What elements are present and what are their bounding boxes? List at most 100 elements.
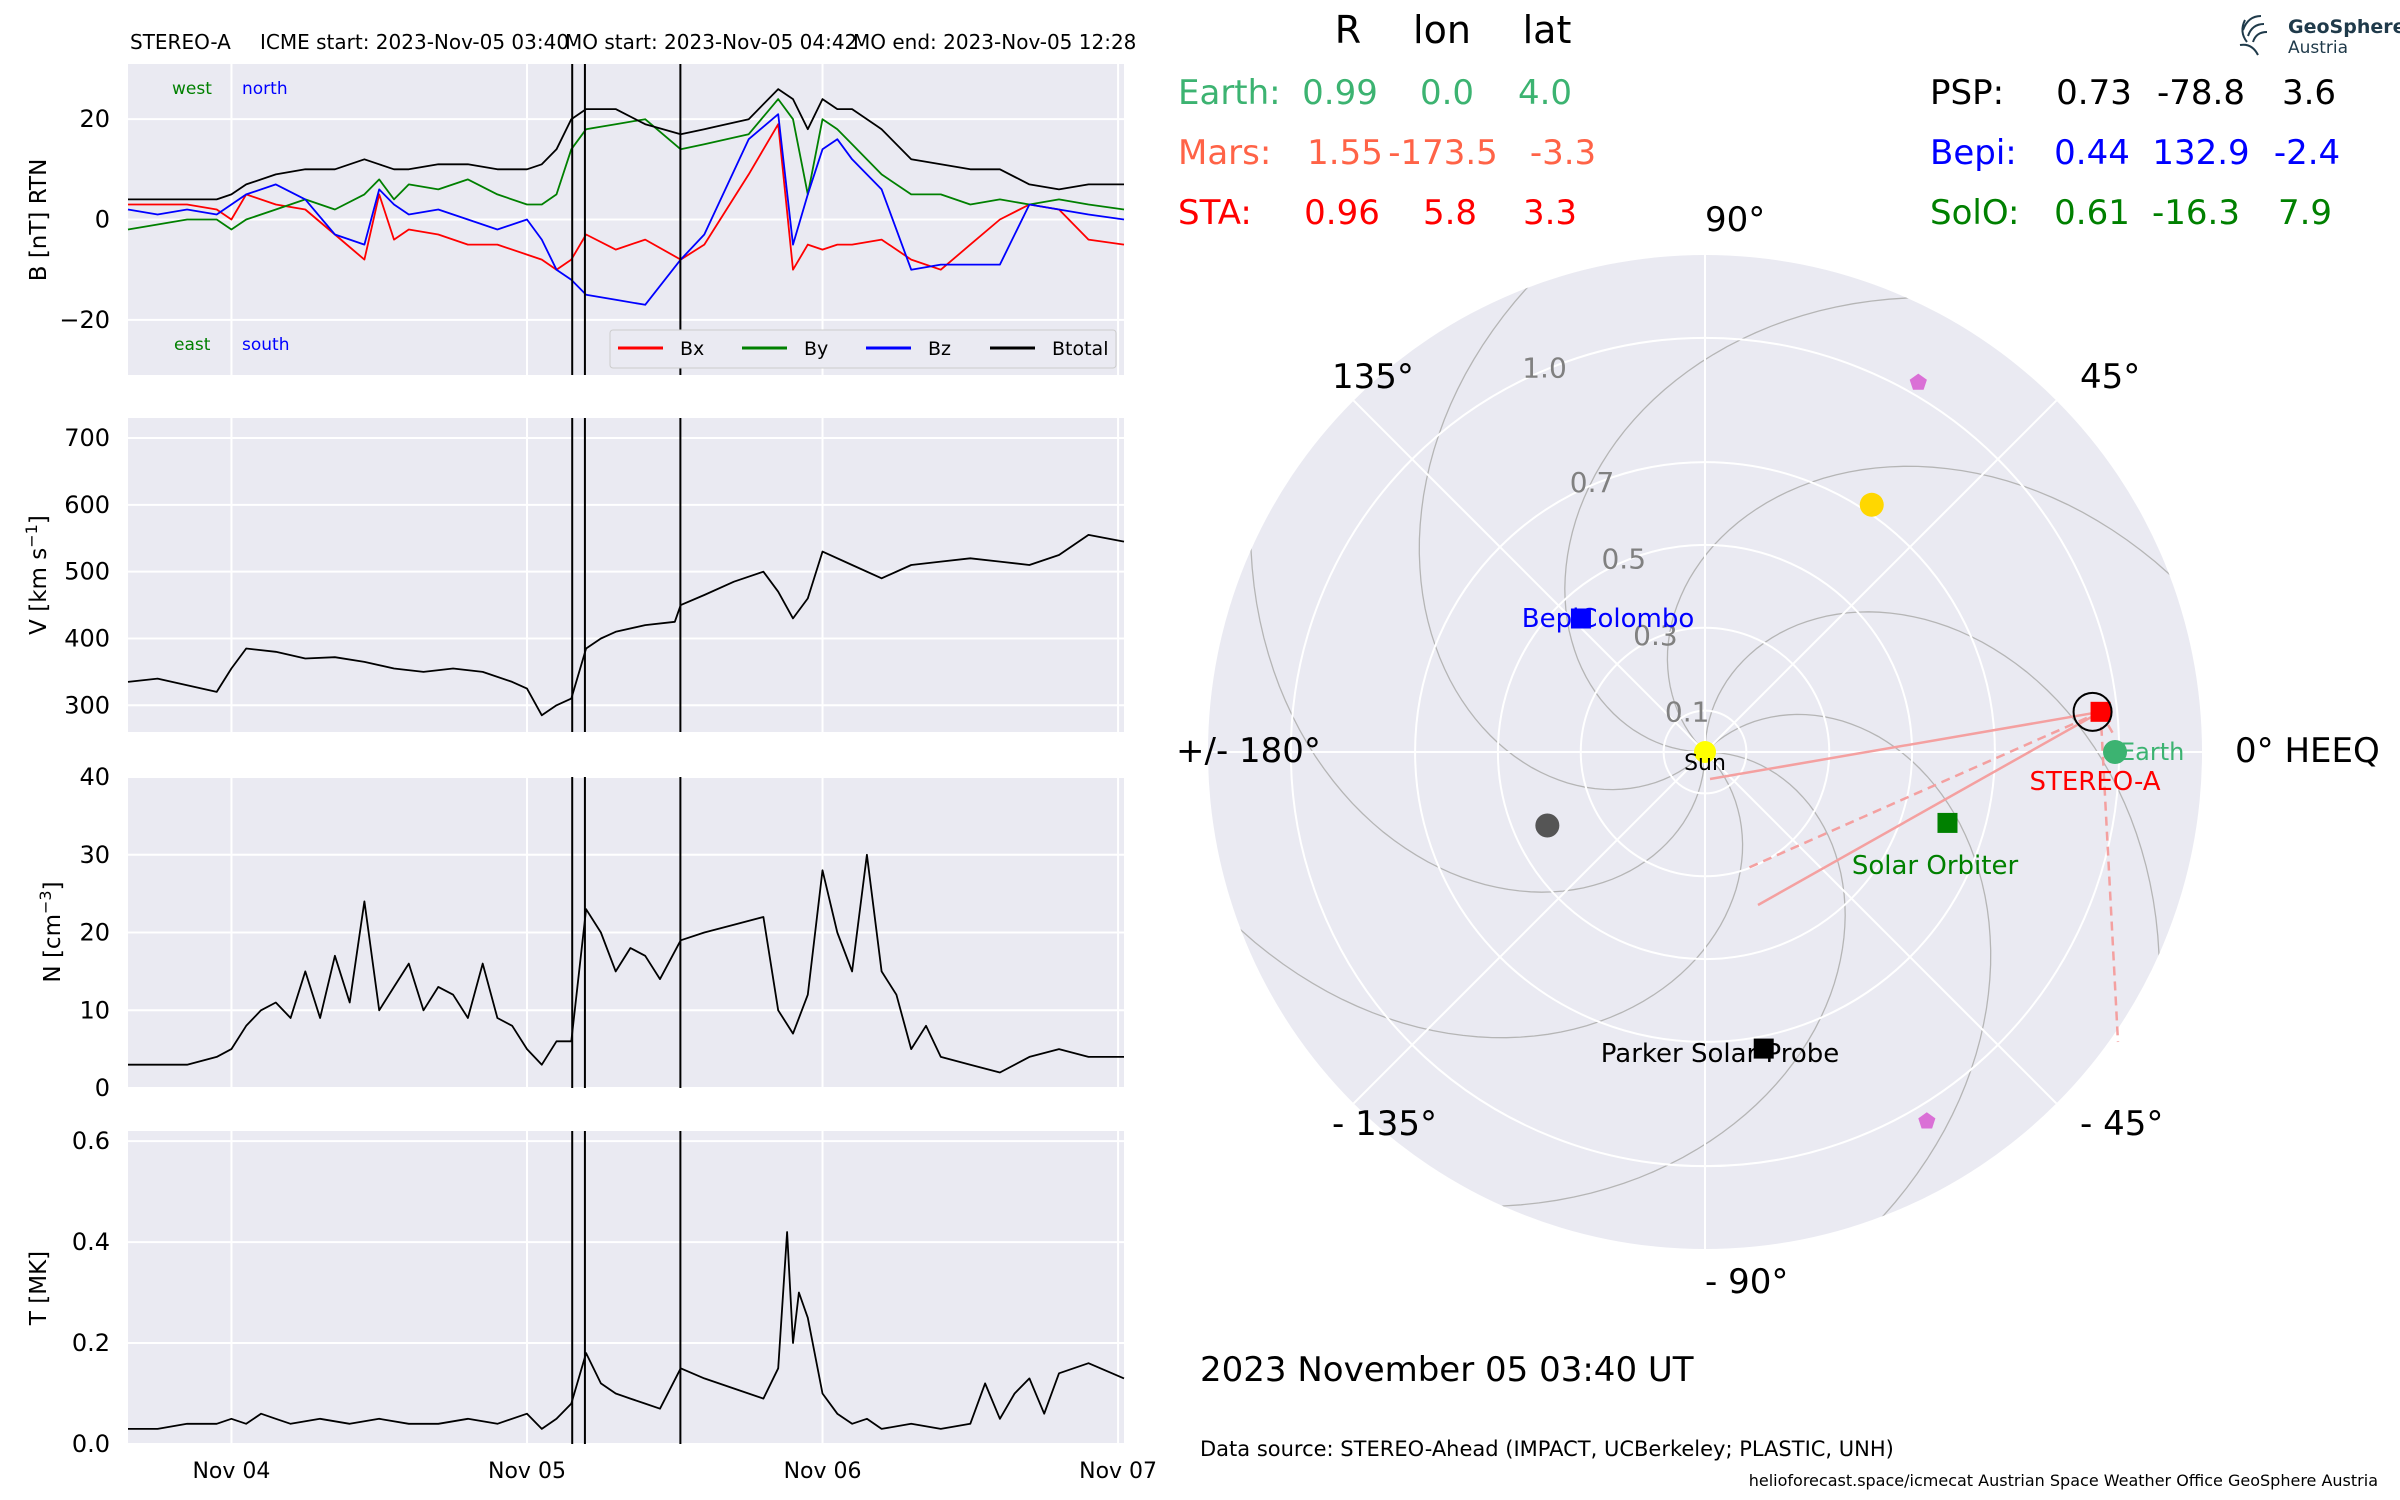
table-bepi-lat: -2.4 (2274, 133, 2340, 173)
series-line (128, 853, 1124, 1074)
v-ylabel-sup: −1 (22, 524, 41, 548)
label-parker-solar-probe: Parker Solar Probe (1601, 1039, 1839, 1069)
stereo-a-ring (2072, 691, 2113, 732)
table-earth-lat: 4.0 (1518, 73, 1572, 113)
spiral-line (1666, 465, 2202, 923)
y-tick-label: 0.4 (72, 1228, 110, 1256)
annotation-west: west (172, 79, 212, 99)
table-psp-lon: -78.8 (2157, 73, 2245, 113)
series-line-btotal (128, 88, 1124, 201)
annotation-south: south (242, 335, 289, 355)
y-tick-label: 0 (95, 206, 110, 234)
y-tick-label: 0.2 (72, 1329, 110, 1357)
geosphere-logo-icon (2239, 15, 2268, 56)
v-ylabel-main: V [km s (26, 548, 52, 635)
cme-line (2099, 711, 2120, 1043)
x-tick-label: Nov 06 (784, 1459, 862, 1484)
angle-label-m135: - 135° (1332, 1104, 1437, 1144)
label-sun: Sun (1684, 751, 1726, 776)
table-earth-r: 0.99 (1302, 73, 1378, 113)
v-ylabel: V [km s−1] (22, 515, 52, 635)
b-title-icme-start: ICME start: 2023-Nov-05 03:40 (260, 30, 569, 54)
angle-label-90: 90° (1705, 200, 1765, 240)
table-psp-lat: 3.6 (2282, 73, 2336, 113)
y-tick-label: 40 (79, 763, 110, 791)
series-line (128, 1231, 1125, 1430)
annotation-north: north (242, 79, 288, 99)
table-earth-lon: 0.0 (1420, 73, 1474, 113)
angle-label-45: 45° (2080, 357, 2140, 397)
annotation-east: east (174, 335, 211, 355)
y-tick-label: 20 (79, 105, 110, 133)
marker-probe-pink-upper (1909, 373, 1927, 390)
radial-tick-label: 0.3 (1633, 619, 1678, 652)
table-mars-label: Mars: (1178, 133, 1271, 173)
marker-stereo-a (2090, 701, 2111, 722)
angle-label-135: 135° (1332, 357, 1414, 397)
table-header-lat: lat (1523, 8, 1572, 52)
position-table: R lon lat Earth: 0.99 0.0 4.0 Mars: 1.55… (1178, 8, 2340, 233)
cme-line (1747, 710, 2102, 870)
radial-tick-label: 0.1 (1665, 696, 1710, 729)
spiral-line (1418, 255, 1876, 791)
marker-sun (1694, 741, 1716, 763)
n-ylabel-sup: −3 (36, 890, 55, 914)
marker-probe-pink-lower (1918, 1112, 1936, 1129)
y-tick-label: 30 (79, 841, 110, 869)
label-solar-orbiter: Solar Orbiter (1852, 851, 2019, 881)
footer: helioforecast.space/icmecat Austrian Spa… (1749, 1471, 2378, 1490)
date-label: 2023 November 05 03:40 UT (1200, 1350, 1694, 1390)
angle-label-m90: - 90° (1705, 1262, 1788, 1302)
n-ylabel-close: ] (40, 881, 66, 890)
legend-label-bz: Bz (928, 338, 951, 360)
label-bepicolombo: BepiColombo (1522, 604, 1695, 634)
table-solo-lon: -16.3 (2152, 193, 2240, 233)
table-solo-label: SolO: (1930, 193, 2019, 233)
table-solo-r: 0.61 (2054, 193, 2130, 233)
legend-label-by: By (804, 338, 828, 360)
y-tick-label: 500 (64, 558, 110, 586)
t-ylabel: T [MK] (26, 1251, 52, 1326)
y-tick-label: 20 (79, 919, 110, 947)
series-line-bx (128, 123, 1125, 271)
y-tick-label: 0.6 (72, 1127, 110, 1155)
polar-spoke (1704, 751, 2058, 1105)
marker-planet-yellow (1859, 492, 1884, 517)
legend-box (609, 329, 1117, 369)
legend-label-btotal: Btotal (1052, 338, 1108, 360)
marker-planet-grey (1535, 813, 1560, 838)
table-mars-lon: -173.5 (1388, 133, 1498, 173)
y-tick-label: 10 (79, 996, 110, 1024)
spiral-line (1534, 713, 1992, 1249)
b-legend: Bx By Bz Btotal (609, 329, 1117, 369)
angle-label-180: +/- 180° (1176, 731, 1321, 771)
label-earth: Earth (2120, 738, 2184, 766)
polar-spoke (1352, 751, 1706, 1105)
x-tick-label: Nov 04 (192, 1459, 270, 1484)
b-title-spacecraft: STEREO-A (130, 30, 231, 54)
cme-line (1757, 710, 2102, 907)
table-sta-lat: 3.3 (1523, 193, 1577, 233)
radial-tick-label: 0.5 (1601, 543, 1646, 576)
panel-v-bg (128, 418, 1124, 732)
y-tick-label: 700 (64, 424, 110, 452)
table-sta-r: 0.96 (1304, 193, 1380, 233)
x-tick-label: Nov 07 (1079, 1459, 1157, 1484)
table-mars-lat: -3.3 (1530, 133, 1596, 173)
marker-parker-solar-probe (1753, 1038, 1774, 1059)
logo-line2: Austria (2288, 38, 2348, 58)
polar-spoke (1352, 399, 1706, 753)
table-header-lon: lon (1413, 8, 1471, 52)
geosphere-logo: GeoSphere Austria (2239, 15, 2400, 58)
series-line (127, 534, 1125, 717)
angle-label-m45: - 45° (2080, 1104, 2163, 1144)
table-bepi-lon: 132.9 (2152, 133, 2249, 173)
table-earth-label: Earth: (1178, 73, 1281, 113)
marker-bepicolombo (1570, 608, 1591, 629)
event-lines (571, 64, 682, 1444)
tick-labels: −20 0 20 300 400 500 600 700 0 10 20 30 40 0.0 0.2 0.4 0… (59, 105, 1157, 1484)
polar-spoke (1704, 399, 2058, 753)
